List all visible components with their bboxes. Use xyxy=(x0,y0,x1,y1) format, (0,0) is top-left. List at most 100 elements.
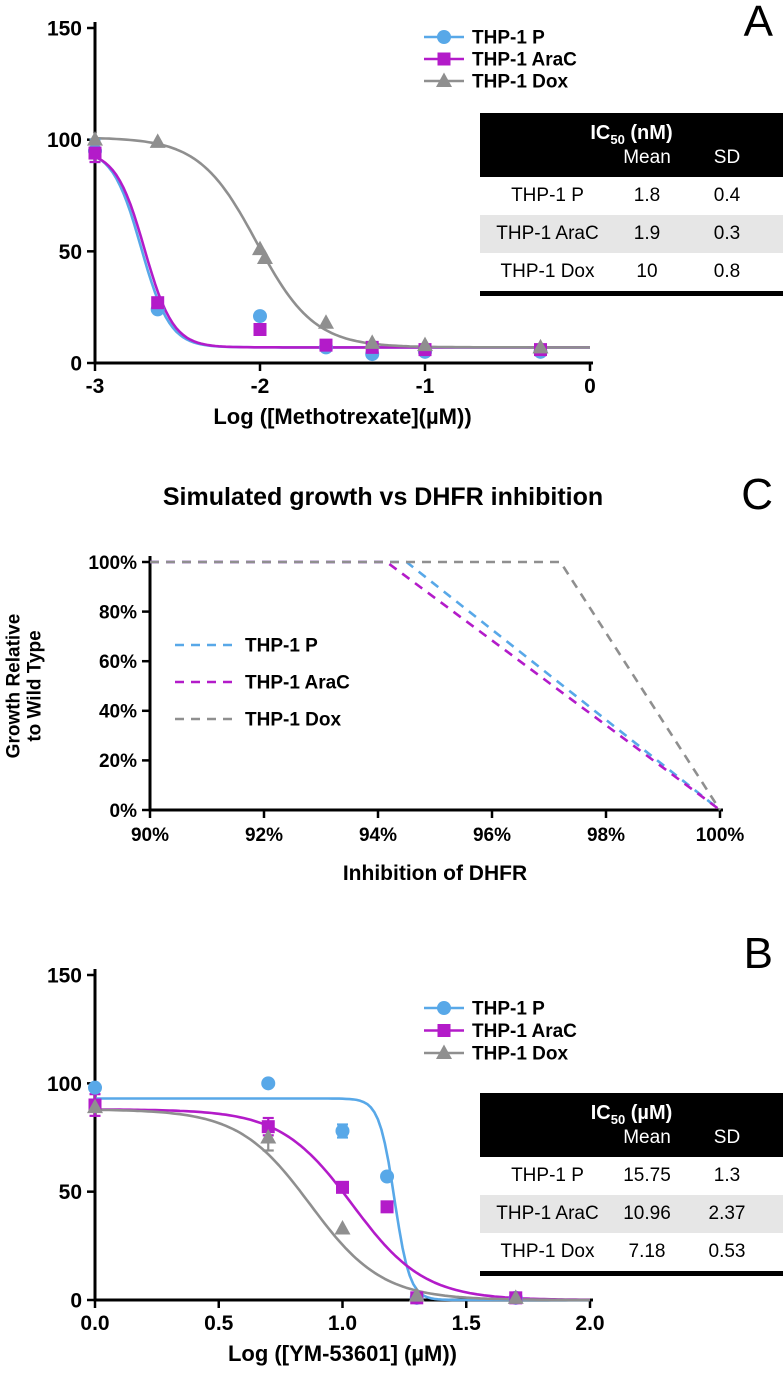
data-point-thp-1-dox xyxy=(87,1098,103,1114)
table-bottom-border xyxy=(480,1271,783,1276)
y-tick-label: 50 xyxy=(59,241,82,264)
row-label: THP-1 AraC xyxy=(496,1203,599,1224)
x-axis-label: Log ([Methotrexate](µM)) xyxy=(213,404,471,429)
panel-b-letter: B xyxy=(743,929,773,978)
row-label: THP-1 Dox xyxy=(500,1241,595,1262)
y-tick-label: 0 xyxy=(70,353,82,376)
x-tick-label: 0 xyxy=(584,375,596,398)
data-point-thp-1-arac xyxy=(380,1200,394,1214)
threshold-line-thp-1-arac xyxy=(150,560,721,812)
data-point-thp-1-p xyxy=(88,1080,102,1095)
ic50-table-um: IC50 (µM) Mean SD THP-1 P 15.75 1.3 THP-1 AraC… xyxy=(480,1093,783,1276)
x-axis-label: Inhibition of DHFR xyxy=(343,862,527,885)
y-tick-label: 20% xyxy=(99,751,137,772)
table-col-sd: SD xyxy=(713,1127,741,1148)
legend-marker-thp-1-p xyxy=(437,30,451,44)
chart-title: Simulated growth vs DHFR inhibition xyxy=(163,483,603,511)
table-corner-cell xyxy=(480,1127,615,1149)
table-title-suffix: (nM) xyxy=(624,122,673,144)
y-tick-label: 0% xyxy=(110,801,138,822)
y-tick-label: 0 xyxy=(70,1290,82,1313)
mean-value: 1.9 xyxy=(633,223,661,244)
data-point-thp-1-dox xyxy=(87,131,103,146)
x-tick-label: 98% xyxy=(587,825,625,846)
sd-value: 0.53 xyxy=(708,1241,746,1262)
y-tick-label: 80% xyxy=(99,602,137,623)
table-row-thp-1-arac: THP-1 AraC 1.9 0.3 xyxy=(480,215,783,253)
table-col-mean: Mean xyxy=(623,1127,671,1148)
x-tick-label: 94% xyxy=(359,825,397,846)
y-axis-label: Growth Relativeto Wild Type xyxy=(4,614,46,759)
x-axis-label: Log ([YM-53601] (µM)) xyxy=(228,1341,457,1366)
data-point-thp-1-dox xyxy=(364,334,381,349)
data-point-thp-1-dox xyxy=(507,1289,524,1304)
threshold-line-thp-1-p xyxy=(150,560,721,812)
table-title-prefix: IC xyxy=(590,122,611,144)
table-title-subscript: 50 xyxy=(610,132,625,147)
fit-curve-thp-1-dox xyxy=(95,1108,590,1302)
legend-marker-thp-1-arac xyxy=(437,52,451,66)
fit-curve-thp-1-dox xyxy=(94,136,590,349)
mean-value: 15.75 xyxy=(623,1165,671,1186)
simulated-growth-chart: Simulated growth vs DHFR inhibition 0% 20%… xyxy=(4,483,745,885)
x-tick-label: 0.0 xyxy=(80,1312,109,1335)
dose-response-chart-methotrexate: 0 50 100 150 -3 -2 -1 0 Log ([Methotrexate](µM))… xyxy=(47,18,596,429)
row-label: THP-1 AraC xyxy=(496,223,599,244)
data-point-thp-1-dox xyxy=(260,1129,277,1144)
sd-value: 0.3 xyxy=(713,223,741,244)
legend-label-thp-1-dox: THP-1 Dox xyxy=(472,72,569,93)
table-row-thp-1-arac: THP-1 AraC 10.96 2.37 xyxy=(480,1195,783,1233)
data-point-thp-1-p xyxy=(335,1124,350,1138)
x-tick-label: 90% xyxy=(131,825,169,846)
x-tick-label: 100% xyxy=(696,825,745,846)
table-col-sd: SD xyxy=(713,147,741,168)
data-point-thp-1-dox xyxy=(318,314,334,329)
x-tick-label: 0.5 xyxy=(204,1312,234,1335)
table-title: IC50 (nM) xyxy=(480,113,783,147)
data-point-thp-1-p xyxy=(380,1169,395,1184)
dose-response-chart-ym53601: 0 50 100 150 0.0 0.5 1.0 1.5 2.0 Log ([YM-53601] … xyxy=(47,965,605,1366)
legend-marker-thp-1-dox xyxy=(436,1044,452,1059)
data-point-thp-1-dox xyxy=(256,249,273,265)
x-tick-label: -2 xyxy=(251,375,270,398)
table-column-headers: Mean SD xyxy=(480,144,783,177)
y-tick-label: 40% xyxy=(99,702,137,723)
mean-value: 10.96 xyxy=(623,1203,671,1224)
sd-value: 0.4 xyxy=(713,185,741,206)
data-point-thp-1-dox xyxy=(334,1220,351,1235)
row-label: THP-1 Dox xyxy=(500,261,595,282)
legend-label-thp-1-p: THP-1 P xyxy=(472,28,545,49)
y-tick-label: 100 xyxy=(47,1073,82,1096)
data-point-thp-1-arac xyxy=(261,1120,275,1134)
x-tick-label: -1 xyxy=(416,375,435,398)
mean-value: 7.18 xyxy=(628,1241,666,1262)
data-point-thp-1-arac xyxy=(336,1180,349,1194)
legend-label-thp-1-arac: THP-1 AraC xyxy=(472,1021,577,1042)
table-title-subscript: 50 xyxy=(610,1112,626,1127)
data-point-thp-1-dox xyxy=(149,133,166,148)
table-header: IC50 (µM) Mean SD xyxy=(480,1093,783,1157)
legend-label-thp-1-p: THP-1 P xyxy=(472,999,545,1020)
table-corner-cell xyxy=(480,147,615,169)
sd-value: 0.8 xyxy=(713,261,741,282)
x-tick-label: 1.5 xyxy=(452,1312,482,1335)
table-row-thp-1-p: THP-1 P 15.75 1.3 xyxy=(480,1157,783,1195)
panel-a: 0 50 100 150 -3 -2 -1 0 Log ([Methotrexate](µM))… xyxy=(0,0,783,455)
table-title: IC50 (µM) xyxy=(480,1093,783,1127)
y-tick-label: 100 xyxy=(47,129,82,152)
data-point-thp-1-dox xyxy=(532,338,549,354)
table-row-thp-1-dox: THP-1 Dox 7.18 0.53 xyxy=(480,1233,783,1271)
table-header: IC50 (nM) Mean SD xyxy=(480,113,783,177)
legend-label-thp-1-dox: THP-1 Dox xyxy=(472,1044,569,1065)
row-label: THP-1 P xyxy=(511,1165,584,1186)
legend-marker-thp-1-p xyxy=(437,1001,451,1015)
data-point-thp-1-arac xyxy=(319,338,333,352)
data-point-thp-1-arac xyxy=(151,296,165,310)
table-row-thp-1-dox: THP-1 Dox 10 0.8 xyxy=(480,253,783,291)
x-tick-label: 1.0 xyxy=(328,1312,357,1335)
sd-value: 1.3 xyxy=(713,1165,741,1186)
data-point-thp-1-arac xyxy=(253,323,267,336)
legend-marker-thp-1-arac xyxy=(437,1024,451,1037)
table-row-thp-1-p: THP-1 P 1.8 0.4 xyxy=(480,177,783,215)
data-point-thp-1-p xyxy=(253,309,267,324)
